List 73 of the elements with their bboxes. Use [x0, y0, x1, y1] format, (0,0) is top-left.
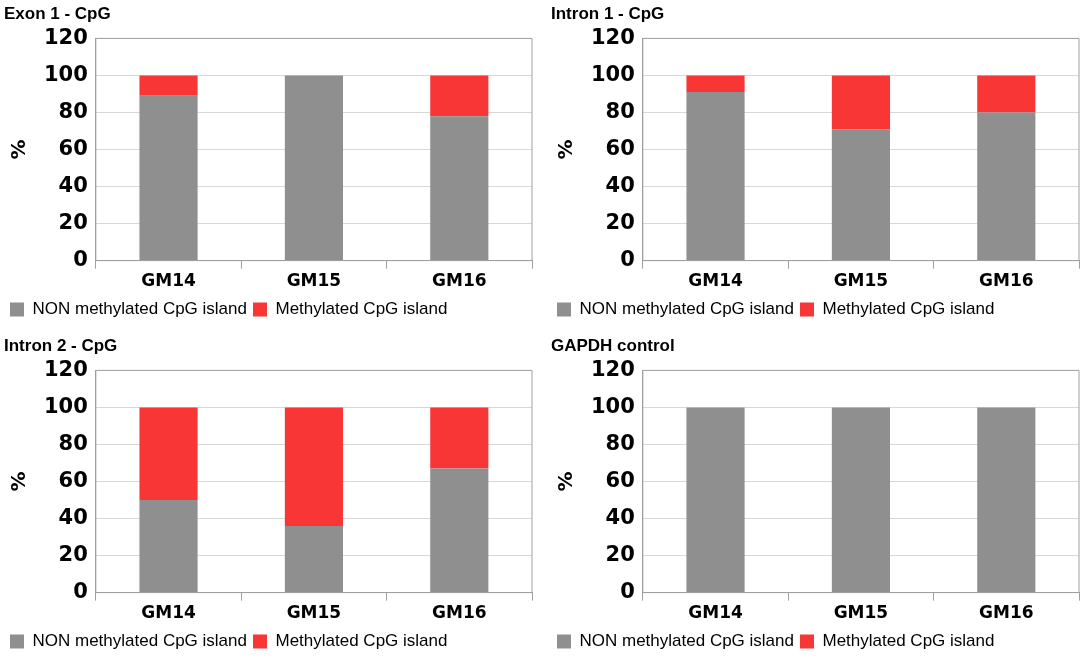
y-tick-label: 0: [620, 579, 635, 604]
y-tick-label: 120: [43, 24, 88, 49]
y-tick-label: 20: [58, 210, 88, 235]
bar: [831, 129, 890, 261]
y-axis-title: %: [6, 471, 31, 492]
legend-label: Methylated CpG island: [822, 299, 995, 319]
bar: [139, 95, 198, 261]
legend-label: Methylated CpG island: [275, 299, 448, 319]
x-tick-label: GM14: [688, 602, 743, 623]
bar: [139, 75, 198, 96]
x-tick-label: GM16: [979, 270, 1034, 291]
bar: [430, 468, 489, 593]
legend-label: NON methylated CpG island: [32, 299, 247, 319]
y-axis-title: %: [553, 471, 578, 492]
chart-title: Exon 1 - CpG: [4, 3, 111, 23]
y-tick-label: 60: [605, 467, 635, 492]
chart-title: GAPDH control: [551, 335, 675, 355]
chart-title: Intron 1 - CpG: [551, 3, 665, 23]
bar: [977, 75, 1036, 113]
bar: [139, 500, 198, 593]
y-tick-label: 0: [73, 579, 88, 604]
x-tick-label: GM14: [141, 602, 196, 623]
bar: [284, 525, 343, 593]
y-tick-label: 20: [58, 542, 88, 567]
y-tick-label: 60: [605, 135, 635, 160]
x-tick-label: GM15: [833, 602, 889, 623]
x-tick-label: GM16: [432, 602, 487, 623]
y-axis-title: %: [6, 139, 31, 160]
y-tick-label: 120: [43, 356, 88, 381]
legend-label: NON methylated CpG island: [32, 631, 247, 651]
y-tick-label: 20: [605, 542, 635, 567]
x-tick-label: GM15: [286, 270, 342, 291]
x-tick-label: GM15: [286, 602, 342, 623]
x-tick-label: GM16: [979, 602, 1034, 623]
y-tick-label: 40: [605, 504, 635, 529]
bar: [139, 407, 198, 501]
y-tick-label: 0: [73, 247, 88, 272]
legend-label: Methylated CpG island: [822, 631, 995, 651]
x-tick-label: GM15: [833, 270, 889, 291]
y-tick-label: 80: [58, 98, 88, 123]
y-tick-label: 120: [590, 356, 635, 381]
bar: [430, 407, 489, 469]
y-tick-label: 80: [605, 430, 635, 455]
y-tick-label: 100: [590, 393, 635, 418]
y-tick-label: 80: [605, 98, 635, 123]
y-tick-label: 0: [620, 247, 635, 272]
y-axis-title: %: [553, 139, 578, 160]
bar: [430, 75, 489, 117]
y-tick-label: 40: [58, 504, 88, 529]
legend-label: Methylated CpG island: [275, 631, 448, 651]
x-tick-label: GM14: [688, 270, 743, 291]
bar: [686, 75, 745, 93]
bar: [284, 407, 343, 526]
bar: [686, 92, 745, 261]
bar: [831, 75, 890, 130]
legend-label: NON methylated CpG island: [579, 631, 794, 651]
x-tick-label: GM16: [432, 270, 487, 291]
chart-title: Intron 2 - CpG: [4, 335, 118, 355]
y-tick-label: 60: [58, 135, 88, 160]
y-tick-label: 100: [43, 61, 88, 86]
y-tick-label: 60: [58, 467, 88, 492]
y-tick-label: 100: [590, 61, 635, 86]
y-tick-label: 100: [43, 393, 88, 418]
x-tick-label: GM14: [141, 270, 196, 291]
y-tick-label: 80: [58, 430, 88, 455]
y-tick-label: 40: [58, 172, 88, 197]
bar: [284, 75, 343, 261]
bar: [977, 112, 1036, 261]
y-tick-label: 120: [590, 24, 635, 49]
y-tick-label: 40: [605, 172, 635, 197]
legend-label: NON methylated CpG island: [579, 299, 794, 319]
bar: [430, 116, 489, 261]
y-tick-label: 20: [605, 210, 635, 235]
